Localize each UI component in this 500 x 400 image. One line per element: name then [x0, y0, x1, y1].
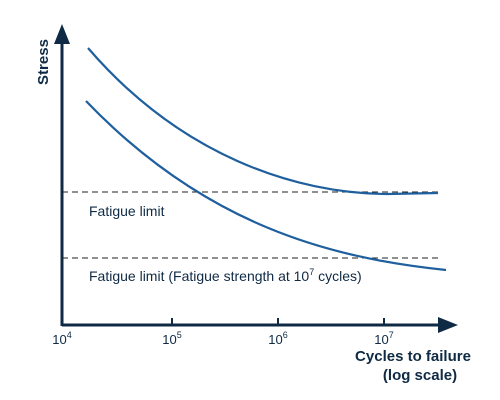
curve-without-fatigue-limit — [85, 100, 447, 272]
x-tick-label-1e7: 107 — [374, 330, 393, 347]
y-axis-label: Stress — [35, 39, 52, 85]
x-tick-label-1e4: 104 — [52, 330, 71, 347]
fatigue-strength-label: Fatigue limit (Fatigue strength at 107 c… — [89, 267, 362, 284]
x-axis-label-line1: Cycles to failure — [355, 348, 471, 365]
x-axis-arrow — [438, 317, 458, 333]
curve-with-fatigue-limit — [87, 47, 439, 196]
x-tick-label-1e6: 106 — [268, 330, 287, 347]
fatigue-limit-label: Fatigue limit — [89, 203, 165, 219]
x-axis-label-line2: (log scale) — [383, 367, 457, 384]
x-tick-label-1e5: 105 — [162, 330, 181, 347]
y-axis-arrow — [54, 24, 70, 44]
